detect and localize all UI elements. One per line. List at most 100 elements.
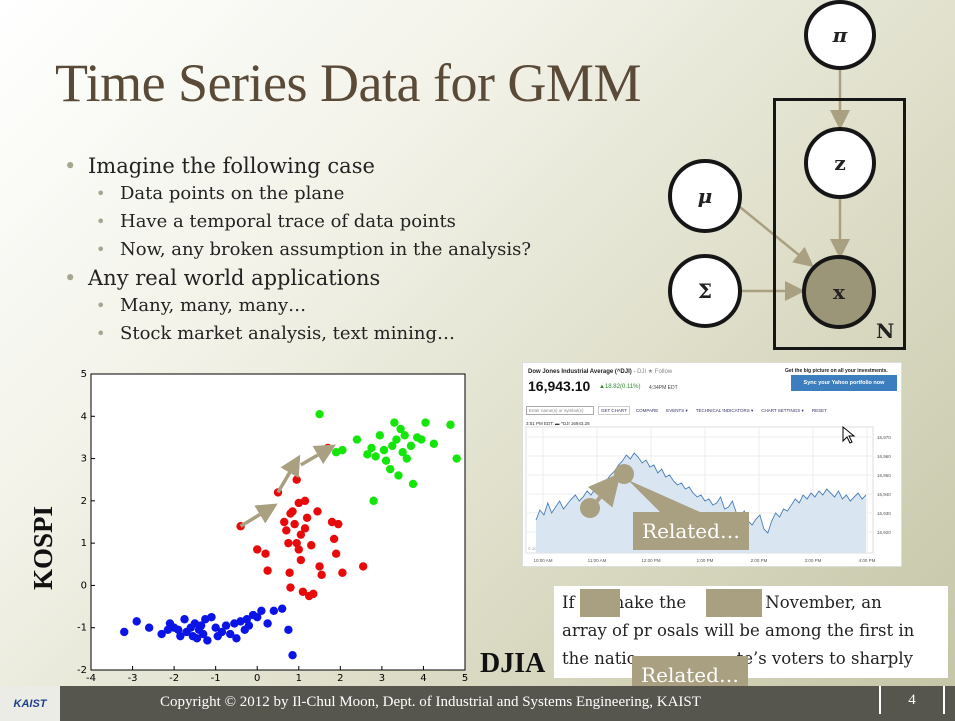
x-axis-label: DJIA [480, 648, 546, 679]
scatter-point-green [394, 471, 403, 480]
scatter-point-green [367, 443, 376, 453]
scatter-point-green [429, 439, 439, 448]
sync-portfolio-button[interactable]: Sync your Yahoo portfolio now [791, 375, 897, 391]
scatter-point-green [408, 479, 418, 489]
scatter-point-blue [180, 615, 189, 624]
mouse-cursor-icon [842, 425, 856, 444]
y-tick-label: 16,950 [877, 473, 891, 478]
scatter-point-red [302, 513, 312, 522]
chart-settings-menu[interactable]: CHART SETTINGS ▾ [761, 407, 804, 413]
scatter-point-red [329, 534, 339, 544]
scatter-point-blue [132, 617, 141, 626]
scatter-point-blue [163, 625, 173, 635]
scatter-point-blue [120, 627, 129, 637]
scatter-point-blue [257, 606, 266, 615]
events-menu[interactable]: EVENTS ▾ [666, 407, 688, 413]
x-tick-label: 3 [379, 673, 385, 684]
x-tick-label: 3:00 PM [805, 558, 822, 563]
scatter-point-red [253, 545, 262, 554]
scatter-point-blue [201, 615, 210, 624]
scatter-point-blue [263, 619, 272, 628]
x-tick-label: -3 [128, 673, 138, 684]
scatter-point-green [421, 418, 430, 427]
y-tick-label: 5 [81, 369, 87, 380]
news-line: array of pr osals will be among the firs… [562, 621, 915, 640]
x-tick-label: -2 [169, 673, 179, 684]
scatter-point-red [292, 538, 301, 548]
node-pi: π [804, 0, 876, 70]
scatter-point-red [334, 519, 343, 529]
sub-bullet-item: Many, many, many… [62, 292, 531, 320]
scatter-point-green [388, 441, 397, 451]
sub-bullet-item: Have a temporal trace of data points [62, 208, 531, 236]
y-tick-label: 3 [81, 454, 87, 465]
y-tick-label: 16,930 [877, 511, 891, 516]
scatter-point-green [402, 454, 412, 463]
y-axis-label: KOSPI [28, 505, 58, 591]
plot-area [90, 373, 466, 671]
x-tick-label: 11:00 AM [588, 558, 607, 563]
scatter-point-red [307, 541, 316, 550]
scatter-point-blue [203, 636, 212, 645]
y-tick-label: 0 [81, 580, 87, 591]
page-number-box: 4 [879, 686, 945, 714]
technical-indicators-menu[interactable]: TECHNICAL INDICATORS ▾ [695, 407, 754, 413]
x-tick-label: 1:00 PM [697, 558, 714, 563]
compare-button[interactable]: COMPARE [635, 407, 659, 413]
bullet-item: Imagine the following case [62, 152, 531, 180]
scatter-point-red [292, 475, 301, 484]
redaction-box [706, 589, 762, 617]
scatter-point-red [313, 507, 322, 516]
x-tick-label: 1 [296, 673, 302, 684]
y-tick-label: 16,970 [877, 435, 891, 440]
scatter-point-green [390, 418, 399, 427]
x-tick-label: 12:00 PM [641, 558, 661, 563]
scatter-point-blue [284, 625, 293, 635]
scatter-point-red [280, 517, 289, 527]
y-tick-label: 16,940 [877, 492, 891, 497]
x-tick-label: -4 [86, 673, 96, 684]
scatter-point-green [369, 496, 378, 506]
scatter-point-blue [144, 623, 154, 632]
reset-button[interactable]: RESET [811, 407, 827, 413]
scatter-point-blue [176, 631, 185, 641]
scatter-point-blue [221, 621, 231, 630]
kaist-logo: KAIST [0, 686, 60, 721]
x-tick-label: 2:00 PM [751, 558, 768, 563]
news-line: the natio te’s voters to sharply [562, 649, 913, 668]
plate-label: N [876, 319, 895, 343]
scatter-point-red [296, 530, 306, 539]
scatter-point-blue [269, 606, 279, 615]
scatter-point-green [352, 435, 362, 444]
scatter-point-green [398, 448, 407, 457]
scatter-point-red [331, 549, 341, 558]
sub-bullet-item: Data points on the plane [62, 180, 531, 208]
temporal-trace-arrow [276, 454, 301, 494]
scatter-point-green [400, 431, 409, 440]
copyright-text: Copyright © 2012 by Il-Chul Moon, Dept. … [160, 694, 701, 710]
scatter-point-green [446, 420, 455, 429]
scatter-point-blue [253, 612, 262, 622]
scatter-point-green [315, 409, 324, 419]
scatter-point-blue [174, 625, 183, 635]
scatter-point-green [386, 464, 395, 474]
temporal-trace-arrow [299, 444, 336, 467]
scatter-point-red [284, 538, 293, 548]
scatter-point-green [417, 435, 426, 444]
symbol-search-input[interactable]: Enter name(s) or symbol(s) [526, 405, 594, 415]
promo-text: Get the big picture on all your investme… [785, 368, 888, 374]
node-sigma: Σ [668, 254, 742, 328]
scatter-point-green [375, 431, 385, 440]
y-tick-label: 16,960 [877, 454, 891, 459]
scatter-point-green [379, 445, 389, 455]
x-tick-label: 0 [254, 673, 260, 684]
y-tick-label: -1 [77, 623, 87, 634]
get-chart-button[interactable]: GET CHART [598, 405, 630, 415]
x-tick-label: 5 [462, 673, 468, 684]
x-tick-label: 10:00 AM [533, 558, 552, 563]
news-line: If make the in November, an [562, 593, 882, 612]
plate-n [773, 98, 906, 350]
scatter-point-green [338, 445, 347, 455]
stock-change: ▲18.82(0.11%) [599, 384, 641, 390]
scatter-point-red [338, 568, 347, 577]
